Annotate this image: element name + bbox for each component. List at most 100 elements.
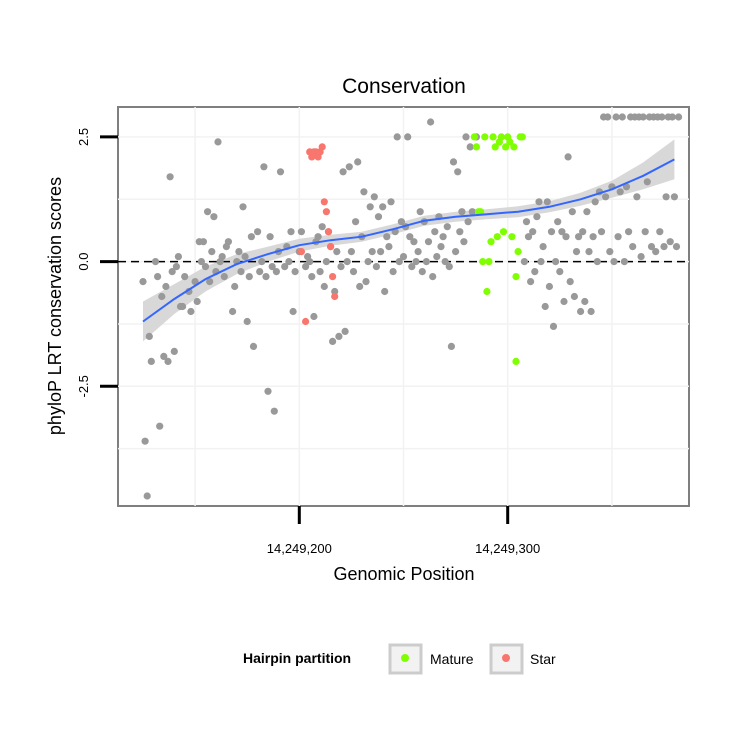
point-other — [145, 332, 153, 340]
point-other — [187, 307, 195, 316]
point-other — [670, 193, 679, 201]
point-other — [201, 263, 210, 271]
point-other — [395, 258, 403, 266]
point-other — [633, 193, 641, 201]
point-other — [568, 208, 576, 216]
point-other — [377, 248, 385, 256]
point-other — [314, 233, 322, 241]
point-other — [162, 282, 170, 291]
point-mature — [487, 238, 495, 246]
point-other — [572, 248, 581, 256]
point-other — [143, 492, 151, 500]
point-other — [174, 253, 182, 261]
point-other — [318, 223, 326, 231]
point-other — [399, 253, 408, 261]
point-other — [239, 203, 247, 211]
point-other — [424, 238, 433, 246]
point-other — [356, 282, 364, 291]
point-other — [331, 287, 339, 296]
point-other — [672, 243, 681, 251]
point-other — [581, 297, 589, 306]
point-star — [320, 198, 328, 206]
point-other — [289, 307, 297, 316]
point-other — [445, 263, 453, 271]
point-other — [547, 228, 556, 236]
point-other — [585, 248, 593, 256]
point-other — [266, 233, 274, 241]
point-other — [322, 258, 330, 266]
point-other — [168, 268, 176, 276]
point-other — [589, 233, 597, 241]
point-other — [449, 158, 458, 166]
smooth-trend-line — [142, 158, 675, 323]
point-other — [370, 193, 378, 201]
point-other — [297, 228, 305, 236]
point-mature — [512, 273, 520, 281]
point-other — [456, 228, 464, 236]
point-other — [166, 173, 174, 181]
point-other — [587, 307, 595, 316]
point-other — [345, 163, 353, 171]
point-other — [629, 243, 637, 251]
point-other — [306, 258, 314, 266]
point-other — [287, 228, 295, 236]
point-other — [385, 243, 393, 251]
point-mature — [506, 138, 514, 146]
point-other — [520, 258, 529, 266]
point-other — [172, 263, 180, 271]
point-other — [554, 218, 562, 226]
point-other — [158, 292, 166, 301]
point-other — [537, 258, 545, 266]
point-other — [404, 133, 412, 141]
point-other — [427, 118, 435, 126]
point-other — [462, 133, 470, 141]
point-other — [231, 282, 239, 291]
point-other — [620, 258, 629, 266]
point-other — [529, 228, 537, 236]
point-other — [575, 233, 583, 241]
point-other — [566, 278, 574, 286]
y-tick-label: 2.5 — [76, 128, 91, 146]
point-star — [329, 273, 337, 281]
point-other — [366, 203, 374, 211]
point-other — [383, 233, 391, 241]
point-other — [268, 263, 276, 271]
point-other — [618, 113, 626, 121]
point-other — [316, 268, 324, 276]
point-other — [310, 312, 318, 321]
point-mature — [508, 233, 516, 241]
point-star — [318, 143, 326, 151]
point-other — [210, 213, 218, 221]
point-other — [468, 208, 476, 216]
point-other — [343, 258, 351, 266]
point-mature — [483, 287, 491, 296]
point-other — [291, 268, 299, 276]
point-other — [541, 302, 549, 311]
legend-mature-dot — [401, 654, 409, 662]
point-other — [647, 243, 656, 251]
point-star — [331, 292, 339, 301]
point-other — [458, 208, 466, 216]
legend-label-star: Star — [530, 651, 556, 667]
point-other — [464, 218, 472, 226]
point-other — [666, 238, 674, 246]
point-other — [229, 307, 237, 316]
point-star — [327, 243, 335, 251]
point-other — [443, 223, 451, 231]
point-other — [439, 233, 447, 241]
point-other — [466, 143, 474, 151]
point-other — [352, 218, 360, 226]
point-other — [258, 258, 266, 266]
point-other — [454, 168, 462, 176]
legend-star-dot — [502, 654, 510, 662]
point-other — [522, 218, 531, 226]
point-other — [368, 248, 376, 256]
point-other — [562, 233, 570, 241]
point-other — [552, 258, 560, 266]
x-tick-label: 14,249,200 — [267, 541, 332, 556]
point-other — [214, 138, 222, 146]
point-other — [643, 178, 651, 186]
point-star — [302, 317, 310, 326]
point-mature — [472, 143, 480, 151]
point-other — [164, 357, 172, 365]
